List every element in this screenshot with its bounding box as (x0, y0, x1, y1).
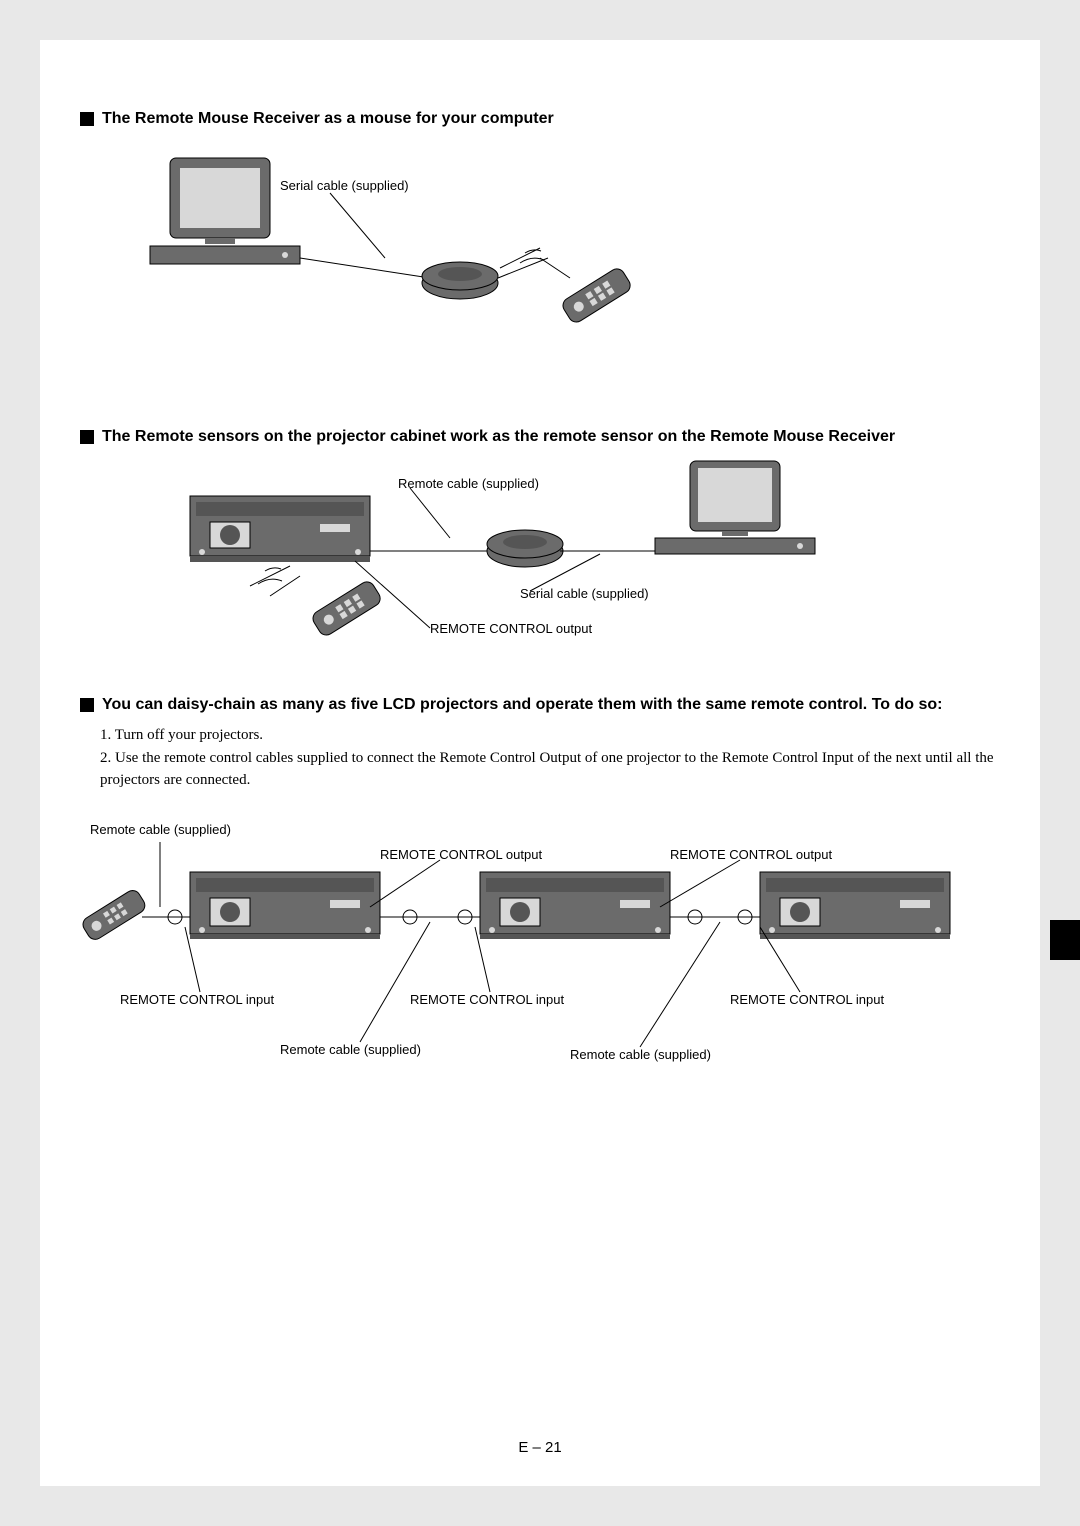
section2-heading: The Remote sensors on the projector cabi… (80, 428, 1000, 446)
bullet-icon (80, 112, 94, 126)
bullet-icon (80, 430, 94, 444)
d3-input-3: REMOTE CONTROL input (730, 992, 884, 1007)
d3-remote-cable-3: Remote cable (supplied) (570, 1047, 711, 1062)
d3-remote-cable-1: Remote cable (supplied) (90, 822, 231, 837)
section3-heading-text: You can daisy-chain as many as five LCD … (102, 696, 942, 714)
section-tab (1050, 920, 1080, 960)
d3-output-2: REMOTE CONTROL output (670, 847, 832, 862)
diagram2-serial-cable-label: Serial cable (supplied) (520, 586, 649, 601)
diagram2: Remote cable (supplied) Serial cable (su… (120, 456, 1040, 676)
section3-step1: 1. Turn off your projectors. (100, 724, 1000, 747)
diagram1: Serial cable (supplied) (120, 138, 1040, 398)
diagram2-remote-output-label: REMOTE CONTROL output (430, 621, 592, 636)
section1-heading-text: The Remote Mouse Receiver as a mouse for… (102, 110, 554, 128)
section3-heading: You can daisy-chain as many as five LCD … (80, 696, 1000, 714)
manual-page: The Remote Mouse Receiver as a mouse for… (40, 40, 1040, 1486)
d3-remote-cable-2: Remote cable (supplied) (280, 1042, 421, 1057)
d3-output-1: REMOTE CONTROL output (380, 847, 542, 862)
bullet-icon (80, 698, 94, 712)
diagram2-remote-cable-label: Remote cable (supplied) (398, 476, 539, 491)
step1-text: Turn off your projectors. (115, 727, 263, 743)
page-number: E – 21 (518, 1439, 561, 1456)
section1-heading: The Remote Mouse Receiver as a mouse for… (80, 110, 1000, 128)
d3-input-2: REMOTE CONTROL input (410, 992, 564, 1007)
d3-input-1: REMOTE CONTROL input (120, 992, 274, 1007)
step2-text: Use the remote control cables supplied t… (100, 750, 994, 789)
diagram1-serial-cable-label: Serial cable (supplied) (280, 178, 409, 193)
section2-heading-text: The Remote sensors on the projector cabi… (102, 428, 895, 446)
section3-step2: 2. Use the remote control cables supplie… (100, 747, 1000, 792)
diagram3: Remote cable (supplied) REMOTE CONTROL o… (80, 822, 1000, 1102)
